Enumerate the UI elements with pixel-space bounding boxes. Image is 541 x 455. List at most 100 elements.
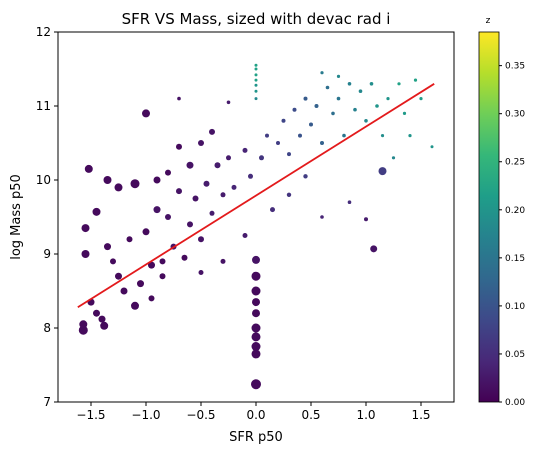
colorbar-tick-label: 0.10 [505, 302, 525, 312]
scatter-point [126, 236, 133, 243]
scatter-point [353, 107, 357, 112]
scatter-point [320, 141, 324, 145]
scatter-point [309, 122, 313, 127]
scatter-point [176, 188, 182, 195]
scatter-point [203, 180, 210, 187]
scatter-point [79, 320, 88, 329]
scatter-point [165, 214, 171, 220]
scatter-point [153, 176, 161, 184]
y-tick-label: 8 [43, 321, 51, 335]
scatter-point [114, 183, 123, 192]
y-axis-label: log Mass p50 [9, 174, 24, 260]
scatter-point [251, 286, 261, 296]
scatter-point [148, 295, 155, 302]
scatter-point [110, 258, 116, 265]
scatter-point [358, 89, 363, 93]
scatter-point [103, 176, 112, 184]
scatter-point [186, 161, 194, 169]
colorbar-tick-label: 0.20 [505, 206, 525, 216]
x-tick-label: 1.5 [411, 408, 430, 422]
scatter-point [251, 332, 261, 342]
scatter-point [81, 224, 90, 233]
x-tick-label: −0.5 [186, 408, 215, 422]
scatter-point [251, 342, 261, 351]
scatter-point [314, 104, 319, 108]
scatter-point [226, 155, 231, 161]
x-tick-label: −1.0 [131, 408, 160, 422]
scatter-point [251, 323, 261, 333]
y-tick-label: 10 [36, 173, 51, 187]
scatter-point [159, 258, 166, 265]
scatter-point [287, 152, 291, 157]
scatter-point [251, 349, 261, 359]
scatter-point [292, 107, 297, 112]
scatter-point [364, 119, 368, 123]
scatter-point [364, 217, 368, 222]
scatter-point [378, 167, 387, 176]
colorbar-tick-label: 0.25 [505, 158, 525, 168]
scatter-point [251, 379, 261, 390]
scatter-point [252, 255, 260, 264]
x-tick-label: 0.0 [246, 408, 265, 422]
scatter-point [209, 128, 215, 135]
scatter-point [254, 78, 258, 82]
scatter-point [98, 315, 106, 323]
scatter-point [419, 97, 423, 101]
scatter-point [254, 73, 258, 77]
scatter-point [286, 192, 292, 197]
scatter-point [130, 179, 140, 189]
scatter-point [259, 155, 264, 161]
scatter-point [402, 111, 407, 115]
scatter-point [347, 200, 352, 204]
scatter-point [81, 250, 90, 258]
scatter-point [231, 184, 237, 190]
colorbar-tick-label: 0.15 [505, 254, 525, 264]
scatter-point [165, 169, 171, 176]
scatter-point [78, 325, 88, 335]
scatter-point [391, 156, 396, 160]
y-tick-label: 7 [43, 395, 51, 409]
scatter-point [303, 96, 308, 101]
scatter-point [252, 309, 260, 318]
scatter-point [92, 207, 101, 216]
scatter-point [220, 258, 226, 264]
scatter-point [331, 111, 335, 116]
scatter-point [281, 118, 286, 123]
scatter-point [320, 71, 324, 75]
scatter-point [298, 133, 302, 138]
colorbar [478, 31, 500, 403]
scatter-point [430, 145, 434, 149]
scatter-point [220, 192, 226, 198]
x-axis-ticks: −1.5 −1.0 −0.5 0.0 0.5 1.0 1.5 [76, 402, 431, 422]
scatter-point [159, 273, 166, 280]
y-tick-label: 12 [36, 25, 51, 39]
scatter-point [342, 133, 346, 138]
scatter-point [242, 233, 248, 238]
scatter-point [142, 109, 150, 118]
x-axis-label: SFR p50 [229, 430, 283, 445]
scatter-point [177, 96, 181, 101]
scatter-point [226, 100, 231, 105]
scatter-point [248, 173, 253, 179]
fit-line [77, 83, 435, 309]
scatter-point [181, 254, 188, 261]
scatter-point [375, 104, 379, 108]
scatter-point [93, 309, 100, 317]
colorbar-tick-label: 0.30 [505, 110, 525, 120]
scatter-point [198, 140, 204, 146]
scatter-point [131, 301, 139, 310]
scatter-point [408, 134, 412, 138]
scatter-point [347, 82, 352, 86]
scatter-point [413, 78, 418, 82]
scatter-point [120, 287, 128, 295]
scatter-point [115, 272, 122, 280]
x-tick-label: 0.5 [301, 408, 320, 422]
colorbar-tick-label: 0.00 [505, 398, 525, 408]
scatter-point [265, 133, 269, 138]
chart-title: SFR VS Mass, sized with devac rad i [122, 10, 391, 28]
scatter-point [214, 162, 221, 169]
scatter-point [198, 236, 204, 243]
scatter-point [276, 141, 280, 145]
y-axis-ticks: 7 8 9 10 11 12 [36, 25, 58, 409]
colorbar-ticks: 0.00 0.05 0.10 0.15 0.20 0.25 0.30 0.35 [499, 62, 525, 408]
